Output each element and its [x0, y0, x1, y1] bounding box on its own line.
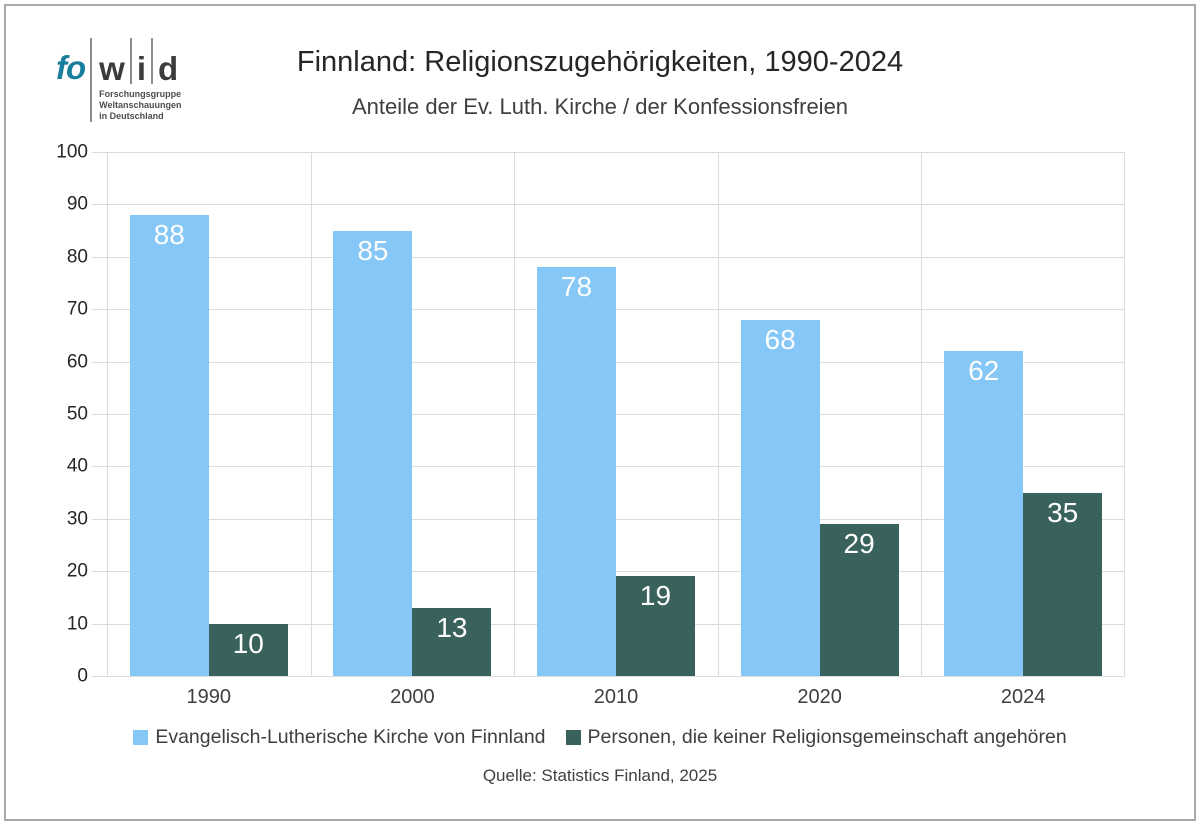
h-gridline [92, 152, 1125, 153]
legend-swatch [133, 730, 149, 746]
x-axis: 1990 2000 2010 2020 2024 [107, 686, 1125, 709]
bar-unaffiliated: 29 [819, 524, 899, 676]
source-note: Quelle: Statistics Finland, 2025 [482, 766, 718, 785]
y-tick-label: 0 [77, 665, 88, 687]
y-tick-label: 90 [66, 193, 88, 215]
bar-unaffiliated: 19 [615, 576, 695, 676]
chart-title: Finnland: Religionszugehörigkeiten, 1990… [296, 46, 904, 78]
v-gridline [1124, 152, 1125, 676]
y-tick-label: 30 [66, 508, 88, 530]
bar-church: 88 [129, 214, 209, 676]
h-gridline [92, 676, 1125, 677]
bar-group: 85 13 [311, 152, 515, 676]
chart-subtitle: Anteile der Ev. Luth. Kirche / der Konfe… [351, 94, 849, 119]
legend-label: Personen, die keiner Religionsgemeinscha… [587, 726, 1067, 748]
bar-value-label: 68 [764, 323, 796, 355]
logo-tagline: Forschungsgruppe Weltanschauungen in Deuts… [99, 89, 181, 122]
x-tick-label: 2020 [797, 686, 842, 708]
h-gridline [92, 256, 1125, 258]
bar-unaffiliated: 35 [1023, 492, 1103, 676]
wordmark-letter: i [136, 49, 146, 87]
x-tick-label: 2000 [390, 686, 435, 708]
wordmark-separator [129, 38, 132, 84]
bar-value-label: 29 [843, 528, 875, 560]
x-tick-label: 2010 [593, 686, 639, 708]
plot-area: 88 10 85 13 78 19 68 29 62 35 [92, 152, 1125, 677]
logo-brand-prefix: fo [56, 49, 86, 86]
bar-value-label: 85 [357, 234, 389, 266]
y-tick-label: 100 [56, 141, 88, 163]
bar-value-label: 88 [153, 218, 185, 250]
h-gridline [92, 204, 1125, 206]
bar-value-label: 19 [639, 580, 672, 612]
bar-group: 78 19 [514, 152, 718, 676]
y-tick-label: 70 [66, 298, 88, 320]
legend-swatch [565, 730, 581, 746]
x-tick-label: 2024 [1000, 686, 1046, 708]
v-gridline [514, 152, 516, 676]
v-gridline [107, 152, 108, 676]
v-gridline [921, 152, 923, 676]
y-tick-label: 60 [66, 351, 88, 373]
tagline-line: Forschungsgruppe [99, 89, 182, 99]
bar-church: 78 [536, 267, 616, 676]
bar-church: 62 [944, 351, 1024, 676]
wordmark-letter: d [158, 49, 179, 87]
tagline-line: in Deutschland [99, 111, 164, 121]
wordmark-separator [151, 38, 153, 84]
y-tick-label: 10 [66, 613, 88, 635]
bar-unaffiliated: 10 [208, 623, 288, 676]
bar-value-label: 62 [968, 355, 1000, 387]
legend: Evangelisch-Lutherische Kirche von Finnl… [0, 726, 1200, 748]
tagline-line: Weltanschauungen [99, 100, 182, 110]
bar-value-label: 13 [436, 611, 468, 643]
bar-value-label: 35 [1047, 496, 1079, 528]
bar-group: 88 10 [107, 152, 311, 676]
y-tick-label: 20 [66, 560, 88, 582]
y-axis: 0 10 20 30 40 50 60 70 80 90 100 [36, 143, 88, 686]
legend-item: Personen, die keiner Religionsgemeinscha… [565, 726, 1067, 748]
bar-group: 68 29 [718, 152, 922, 676]
bar-church: 68 [740, 319, 820, 676]
wordmark-letter: w [99, 49, 125, 87]
bar-unaffiliated: 13 [412, 607, 492, 676]
legend-item: Evangelisch-Lutherische Kirche von Finnl… [133, 726, 546, 748]
v-gridline [717, 152, 719, 676]
v-gridline [310, 152, 312, 676]
bar-church: 85 [333, 230, 413, 676]
bar-value-label: 78 [560, 271, 593, 303]
y-tick-label: 80 [66, 246, 88, 268]
bar-group: 62 35 [921, 152, 1125, 676]
y-tick-label: 40 [66, 455, 88, 477]
y-tick-label: 50 [66, 403, 88, 425]
legend-label: Evangelisch-Lutherische Kirche von Finnl… [155, 726, 546, 748]
x-tick-label: 1990 [186, 686, 232, 708]
bar-value-label: 10 [232, 627, 264, 659]
